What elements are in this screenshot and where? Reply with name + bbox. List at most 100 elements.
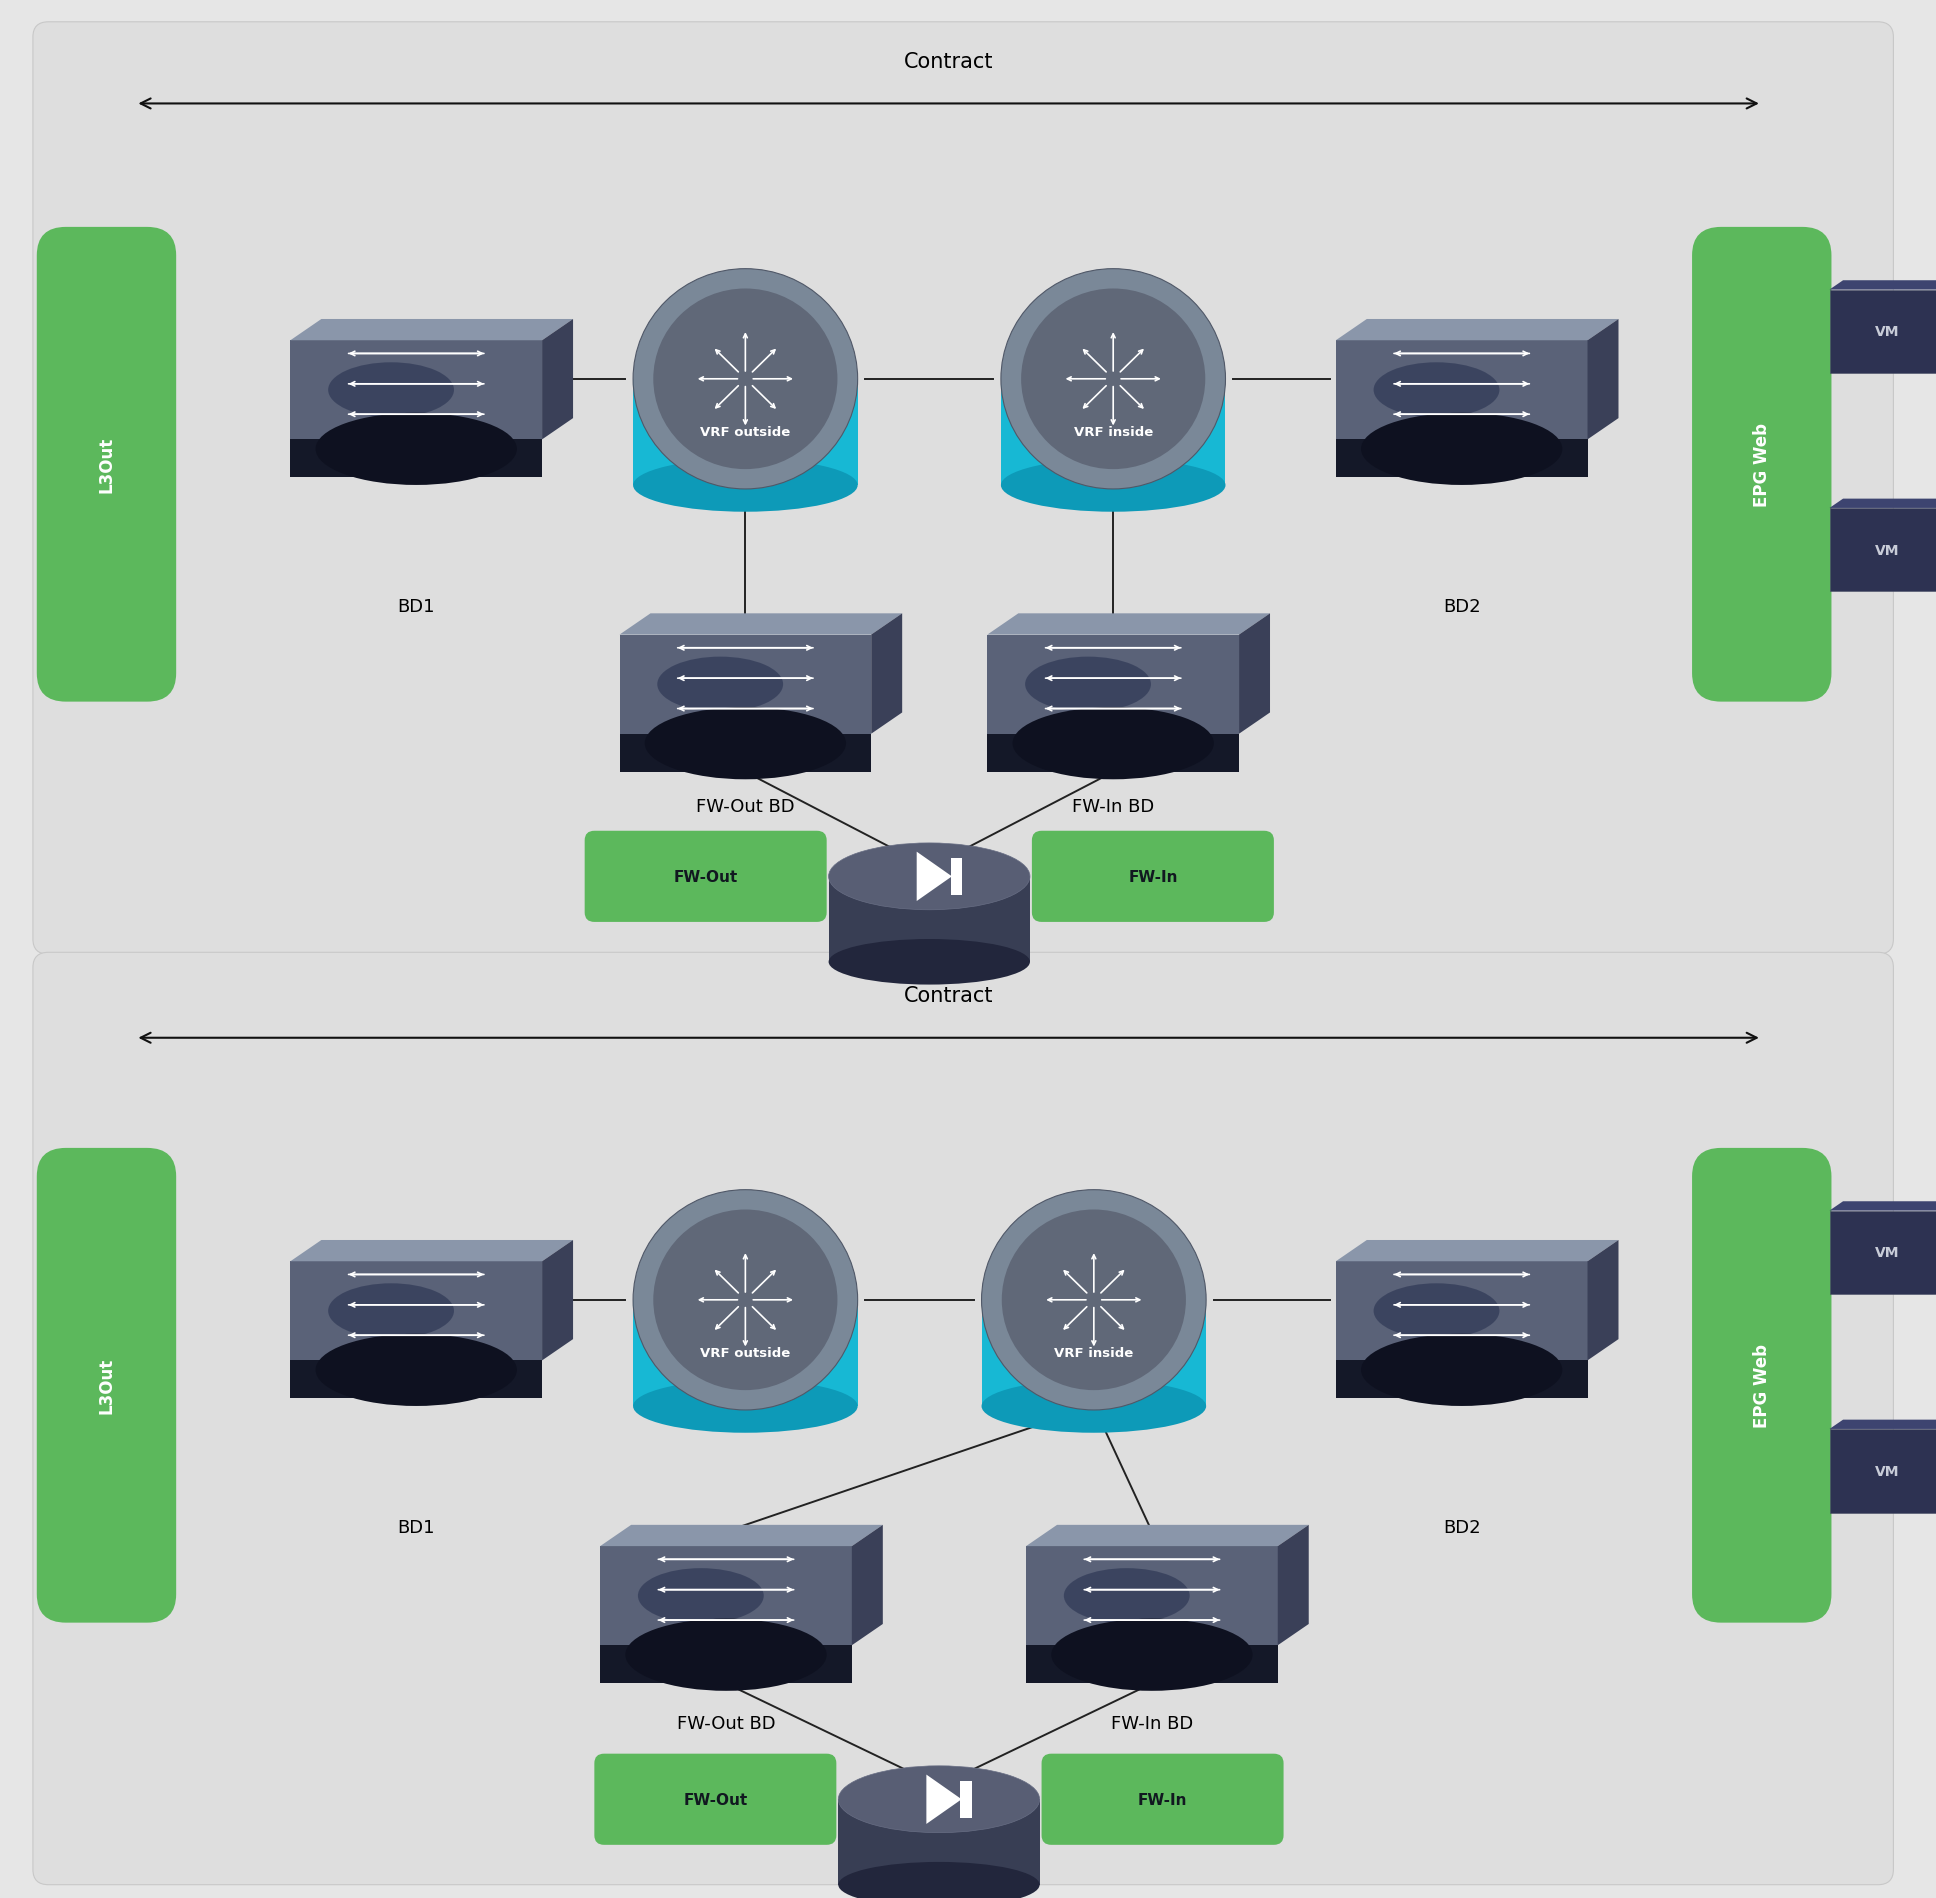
Text: L3Out: L3Out xyxy=(97,437,116,493)
Bar xyxy=(838,1799,1040,1885)
FancyBboxPatch shape xyxy=(1692,1148,1831,1623)
Bar xyxy=(829,877,1030,962)
Ellipse shape xyxy=(639,1568,763,1623)
Ellipse shape xyxy=(1013,708,1214,780)
Polygon shape xyxy=(1026,1526,1309,1547)
Bar xyxy=(1830,1429,1936,1513)
Text: FW-Out: FW-Out xyxy=(683,1792,747,1807)
FancyBboxPatch shape xyxy=(37,1148,176,1623)
Polygon shape xyxy=(1239,615,1270,735)
Polygon shape xyxy=(1830,281,1936,290)
Bar xyxy=(951,858,962,896)
Polygon shape xyxy=(1830,499,1936,509)
Ellipse shape xyxy=(633,1380,858,1433)
Ellipse shape xyxy=(1361,1334,1562,1406)
FancyBboxPatch shape xyxy=(1032,831,1274,922)
Polygon shape xyxy=(620,636,871,735)
Polygon shape xyxy=(620,615,902,636)
Text: BD1: BD1 xyxy=(397,1518,436,1535)
Polygon shape xyxy=(918,852,953,902)
Polygon shape xyxy=(1588,1241,1618,1361)
Polygon shape xyxy=(290,440,542,478)
Text: Contract: Contract xyxy=(904,51,993,72)
Polygon shape xyxy=(600,1646,852,1684)
Polygon shape xyxy=(542,1241,573,1361)
Text: EPG Web: EPG Web xyxy=(1752,423,1771,507)
Text: FW-Out BD: FW-Out BD xyxy=(678,1714,774,1731)
Circle shape xyxy=(652,1209,838,1391)
Ellipse shape xyxy=(327,363,453,418)
Circle shape xyxy=(633,270,858,490)
Ellipse shape xyxy=(838,1765,1040,1833)
Text: FW-In: FW-In xyxy=(1129,869,1177,884)
Text: BD1: BD1 xyxy=(397,598,436,615)
FancyBboxPatch shape xyxy=(594,1754,836,1845)
Bar xyxy=(1830,1211,1936,1294)
Ellipse shape xyxy=(829,940,1030,985)
Text: VRF outside: VRF outside xyxy=(701,427,790,438)
Bar xyxy=(633,380,858,486)
Text: VM: VM xyxy=(1876,1463,1899,1479)
Polygon shape xyxy=(1830,1201,1936,1211)
Polygon shape xyxy=(600,1547,852,1646)
Polygon shape xyxy=(1278,1526,1309,1646)
Polygon shape xyxy=(925,1775,962,1824)
Polygon shape xyxy=(852,1526,883,1646)
FancyBboxPatch shape xyxy=(585,831,827,922)
Circle shape xyxy=(982,1190,1206,1410)
Ellipse shape xyxy=(645,708,846,780)
Polygon shape xyxy=(987,735,1239,772)
FancyBboxPatch shape xyxy=(1042,1754,1284,1845)
Bar xyxy=(1830,290,1936,374)
Polygon shape xyxy=(600,1526,883,1547)
Text: VM: VM xyxy=(1876,1245,1899,1260)
Text: BD2: BD2 xyxy=(1442,1518,1481,1535)
Polygon shape xyxy=(1026,1646,1278,1684)
Text: VM: VM xyxy=(1876,543,1899,558)
Circle shape xyxy=(1001,1209,1187,1391)
Ellipse shape xyxy=(838,1862,1040,1898)
Bar xyxy=(1001,380,1225,486)
Ellipse shape xyxy=(982,1380,1206,1433)
Polygon shape xyxy=(1336,342,1588,440)
Polygon shape xyxy=(987,636,1239,735)
Circle shape xyxy=(652,288,838,471)
Polygon shape xyxy=(1336,440,1588,478)
Ellipse shape xyxy=(1026,657,1152,712)
Text: VRF outside: VRF outside xyxy=(701,1348,790,1359)
Polygon shape xyxy=(1026,1547,1278,1646)
Ellipse shape xyxy=(1001,459,1225,512)
Ellipse shape xyxy=(1361,414,1562,486)
Ellipse shape xyxy=(327,1283,453,1338)
Polygon shape xyxy=(1336,1361,1588,1399)
Polygon shape xyxy=(1336,1262,1588,1361)
Text: FW-In: FW-In xyxy=(1138,1792,1187,1807)
Bar xyxy=(1830,509,1936,592)
Text: FW-In BD: FW-In BD xyxy=(1111,1714,1193,1731)
Text: EPG Web: EPG Web xyxy=(1752,1344,1771,1427)
Bar xyxy=(633,1300,858,1406)
Polygon shape xyxy=(1336,319,1618,342)
Polygon shape xyxy=(1588,319,1618,440)
Text: VRF inside: VRF inside xyxy=(1074,427,1152,438)
Polygon shape xyxy=(987,615,1270,636)
Ellipse shape xyxy=(1065,1568,1189,1623)
Circle shape xyxy=(633,1190,858,1410)
FancyBboxPatch shape xyxy=(33,23,1893,955)
Polygon shape xyxy=(542,319,573,440)
Ellipse shape xyxy=(1373,363,1500,418)
Polygon shape xyxy=(1336,1241,1618,1262)
Ellipse shape xyxy=(829,843,1030,911)
Polygon shape xyxy=(290,1361,542,1399)
Polygon shape xyxy=(290,1262,542,1361)
Ellipse shape xyxy=(1051,1619,1253,1691)
Polygon shape xyxy=(290,1241,573,1262)
Polygon shape xyxy=(290,342,542,440)
Circle shape xyxy=(1001,270,1225,490)
Ellipse shape xyxy=(1373,1283,1500,1338)
Polygon shape xyxy=(620,735,871,772)
Polygon shape xyxy=(871,615,902,735)
Ellipse shape xyxy=(316,1334,517,1406)
FancyBboxPatch shape xyxy=(37,228,176,702)
Ellipse shape xyxy=(658,657,782,712)
